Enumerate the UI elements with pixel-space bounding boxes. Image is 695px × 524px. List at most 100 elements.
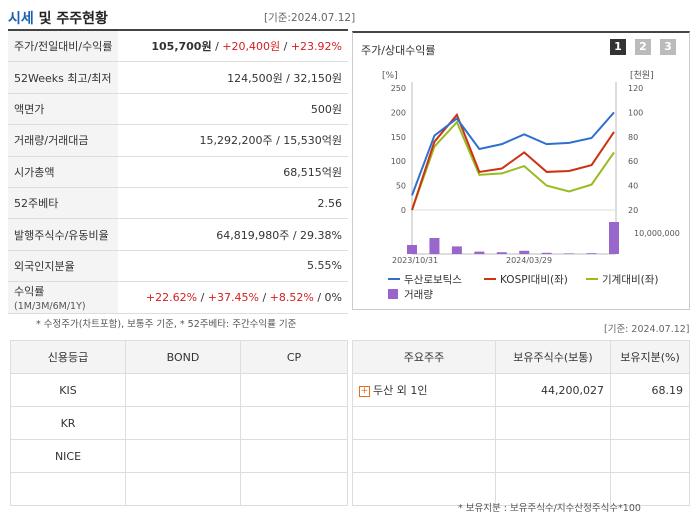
row-label: 52Weeks 최고/최저	[8, 61, 118, 94]
major-shareholders-table: 주요주주 보유주식수(보통) 보유지분(%) + 두산 외 1인 44,200,0…	[352, 340, 690, 506]
chart-tab-2[interactable]: 2	[635, 39, 651, 55]
series-line	[411, 120, 615, 211]
cell	[495, 406, 611, 440]
y-tick-label: 150	[391, 133, 406, 142]
y-tick-label: 100	[391, 157, 406, 166]
holders-note: * 보유지분 : 보유주식수/지수산정주식수*100	[458, 503, 641, 514]
row-label: 거래량/거래대금	[8, 124, 118, 157]
row-value: 68,515억원	[118, 156, 348, 188]
volume-bar	[586, 253, 597, 254]
legend-label: 두산로보틱스	[404, 274, 462, 286]
divider	[8, 29, 348, 31]
row-label: 외국인지분율	[8, 250, 118, 283]
col-header: CP	[240, 340, 348, 374]
y-tick-label-right: 80	[628, 133, 638, 142]
table-row: 외국인지분율 5.55%	[8, 250, 348, 283]
col-header: BOND	[125, 340, 241, 374]
return-value: +22.62% / +37.45% / +8.52% / 0%	[118, 281, 348, 314]
volume-bar	[429, 238, 440, 254]
cell	[610, 472, 690, 506]
y-tick-label: 250	[391, 84, 406, 93]
row-value: 64,819,980주 / 29.38%	[118, 218, 348, 251]
row-label: 시가총액	[8, 156, 118, 188]
volume-tick: 10,000,000	[634, 229, 680, 238]
summary-note: * 수정주가(차트포함), 보통주 기준, * 52주베타: 주간수익률 기준	[36, 319, 297, 330]
cell	[125, 472, 241, 506]
row-value: 5.55%	[118, 250, 348, 283]
price-value: 105,700원 / +20,400원 / +23.92%	[118, 31, 348, 63]
cell	[240, 439, 348, 473]
price-summary-table: 주가/전일대비/수익률 105,700원 / +20,400원 / +23.92…	[8, 31, 348, 314]
table-row: 수익률 (1M/3M/6M/1Y) +22.62% / +37.45% / +8…	[8, 281, 348, 314]
y-tick-label-right: 40	[628, 182, 638, 191]
volume-bar	[496, 252, 507, 254]
cell	[495, 439, 611, 473]
y-tick-label: 0	[401, 206, 406, 215]
reference-date: [기준:2024.07.12]	[264, 12, 356, 24]
table-row: 52Weeks 최고/최저 124,500원 / 32,150원	[8, 61, 348, 94]
chart-title: 주가/상대수익률	[361, 44, 436, 57]
cell	[610, 406, 690, 440]
cell: 68.19	[610, 373, 690, 407]
table-row: 주가/전일대비/수익률 105,700원 / +20,400원 / +23.92…	[8, 31, 348, 63]
table-row: 거래량/거래대금 15,292,200주 / 15,530억원	[8, 124, 348, 157]
right-unit: [천원]	[630, 70, 654, 81]
legend-swatch	[388, 289, 398, 299]
cell	[352, 472, 496, 506]
cell	[10, 472, 126, 506]
table-row: 액면가 500원	[8, 93, 348, 126]
cell	[125, 406, 241, 440]
col-header: 신용등급	[10, 340, 126, 374]
cell	[352, 439, 496, 473]
cell	[495, 472, 611, 506]
col-header: 보유주식수(보통)	[495, 340, 611, 374]
legend-label: 기계대비(좌)	[602, 274, 659, 286]
cell	[610, 439, 690, 473]
col-header: 보유지분(%)	[610, 340, 690, 374]
cell: KIS	[10, 373, 126, 407]
table-row: KIS	[10, 373, 348, 407]
left-unit: [%]	[382, 71, 398, 81]
chart-tab-1[interactable]: 1	[610, 39, 626, 55]
volume-bar	[519, 250, 530, 254]
row-label: 액면가	[8, 93, 118, 126]
row-value: 2.56	[118, 187, 348, 220]
row-label: 52주베타	[8, 187, 118, 220]
volume-bar	[564, 253, 575, 254]
cell	[125, 373, 241, 407]
table-row: 시가총액 68,515억원	[8, 156, 348, 188]
table-row: 52주베타 2.56	[8, 187, 348, 220]
y-tick-label-right: 120	[628, 84, 643, 93]
y-tick-label-right: 100	[628, 108, 643, 117]
chart-tab-3[interactable]: 3	[660, 39, 676, 55]
legend-label: 거래량	[404, 289, 433, 301]
row-label: 발행주식수/유동비율	[8, 218, 118, 251]
table-row: NICE	[10, 439, 348, 473]
cell: KR	[10, 406, 126, 440]
table-row: + 두산 외 1인 44,200,027 68.19	[352, 373, 690, 407]
row-label: 수익률 (1M/3M/6M/1Y)	[8, 281, 118, 314]
expand-icon[interactable]: +	[359, 385, 370, 397]
cell: NICE	[10, 439, 126, 473]
row-value: 124,500원 / 32,150원	[118, 61, 348, 94]
x-tick-label: 2024/03/29	[506, 256, 552, 265]
cell	[240, 406, 348, 440]
row-label: 주가/전일대비/수익률	[8, 31, 118, 63]
cell	[125, 439, 241, 473]
holder-name-cell[interactable]: + 두산 외 1인	[352, 373, 496, 407]
row-value: 500원	[118, 93, 348, 126]
chart-reference-date: [기준: 2024.07.12]	[604, 324, 690, 335]
col-header: 주요주주	[352, 340, 496, 374]
x-tick-label: 2023/10/31	[392, 256, 438, 265]
section-title: 시세 및 주주현황	[8, 11, 108, 27]
table-row: KR	[10, 406, 348, 440]
y-tick-label: 200	[391, 108, 406, 117]
credit-rating-table: 신용등급 BOND CP KIS KR NICE	[10, 340, 348, 506]
y-tick-label-right: 60	[628, 157, 638, 166]
table-row	[10, 472, 348, 506]
volume-bar	[609, 222, 619, 254]
cell	[240, 472, 348, 506]
series-line	[411, 111, 615, 196]
row-value: 15,292,200주 / 15,530억원	[118, 124, 348, 157]
